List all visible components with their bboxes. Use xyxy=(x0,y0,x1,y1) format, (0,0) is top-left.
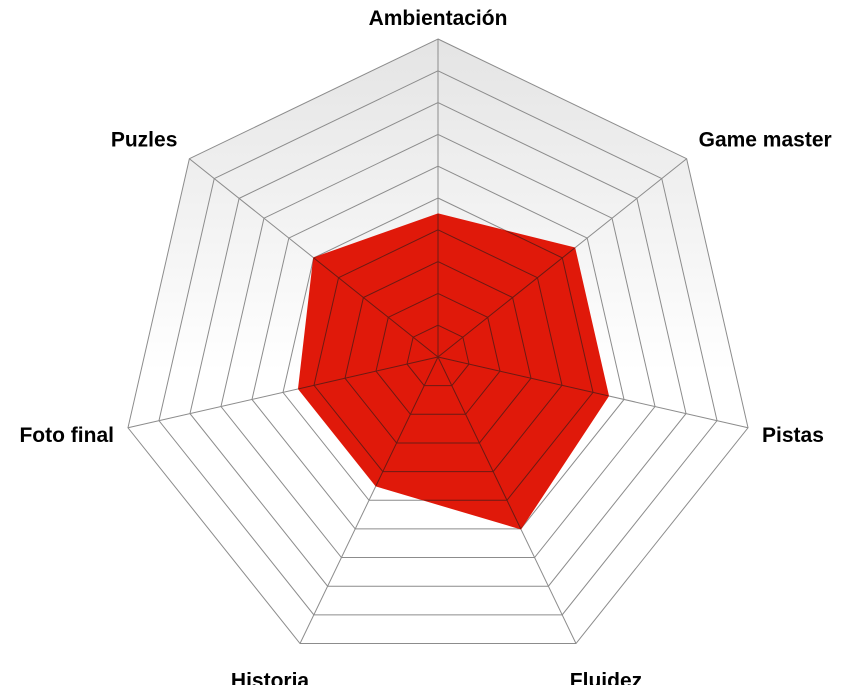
axis-label-6: Foto final xyxy=(19,424,113,447)
axis-label-1: Ambientación xyxy=(369,7,508,30)
grid-ring-8 xyxy=(189,102,687,587)
inner-grid-ring-2 xyxy=(375,292,501,415)
inner-grid-spoke-3 xyxy=(437,356,609,429)
grid-ring-10 xyxy=(127,38,749,645)
grid-ring-6 xyxy=(251,165,625,530)
series-area xyxy=(297,213,610,530)
grid-ring-7 xyxy=(220,133,656,559)
axis-label-3: Pistas xyxy=(762,424,824,447)
inner-grid-spoke-4 xyxy=(437,356,577,529)
inner-grid-ring-3 xyxy=(344,261,532,444)
grid-ring-9 xyxy=(158,70,718,616)
inner-grid-ring-4 xyxy=(313,229,563,473)
axis-label-7: Puzles xyxy=(111,129,178,152)
axis-label-2: Game master xyxy=(699,129,832,152)
axis-label-5: Historia xyxy=(231,670,310,685)
inner-grid-ring-1 xyxy=(406,324,470,387)
axis-label-4: Fluidez xyxy=(570,670,642,685)
inner-grid-spoke-7 xyxy=(298,213,439,358)
inner-grid-spoke-2 xyxy=(437,213,609,358)
inner-grid-spoke-6 xyxy=(298,356,439,429)
